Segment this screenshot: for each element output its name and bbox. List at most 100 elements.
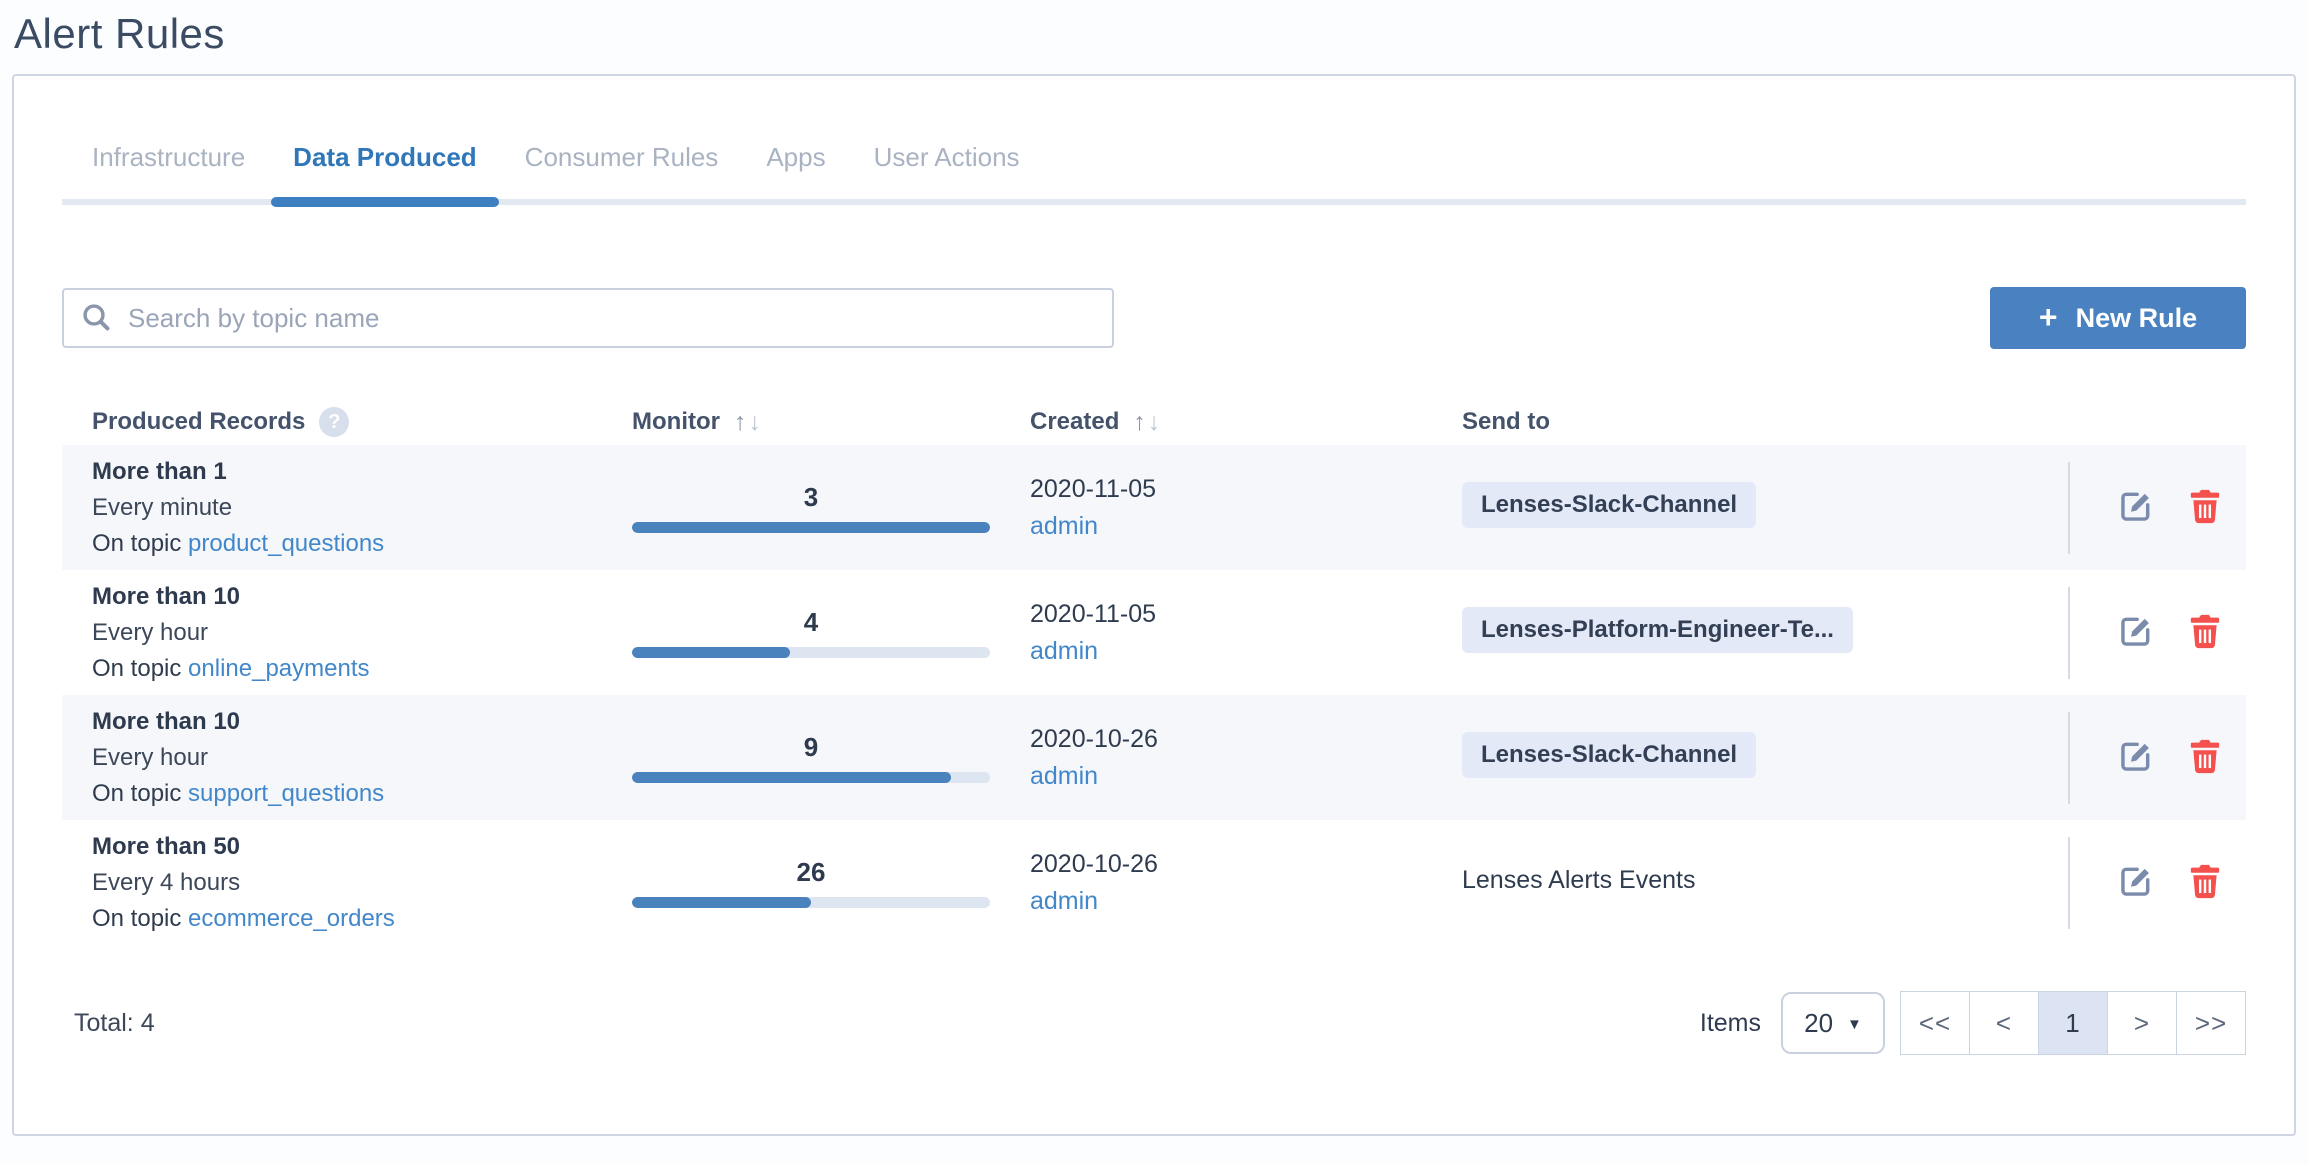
created-by-link[interactable]: admin (1030, 761, 1099, 790)
topic-link[interactable]: ecommerce_orders (188, 904, 395, 932)
delete-rule-button[interactable] (2188, 612, 2222, 653)
edit-icon (2118, 863, 2154, 902)
send-to-cell: Lenses-Platform-Engineer-Te... (1462, 607, 2017, 658)
pager: << < 1 > >> (1900, 991, 2246, 1055)
header-send-to-label: Send to (1462, 408, 1550, 435)
rule-condition: More than 1 (92, 457, 227, 485)
monitor-value: 3 (803, 482, 819, 512)
monitor-value: 9 (803, 732, 819, 762)
header-monitor[interactable]: Monitor ↑↓ (632, 408, 1030, 437)
table-body: More than 1 Every minute On topic produc… (62, 445, 2246, 945)
actions-cell (2017, 695, 2222, 820)
sort-icon[interactable]: ↑↓ (1133, 407, 1163, 436)
table-row: More than 10 Every hour On topic online_… (62, 570, 2246, 695)
rule-topic-line: On topic support_questions (92, 779, 385, 807)
edit-rule-button[interactable] (2118, 613, 2154, 652)
help-icon[interactable]: ? (319, 407, 350, 437)
tab-data-produced[interactable]: Data Produced (271, 142, 499, 207)
actions-cell (2017, 570, 2222, 695)
created-date: 2020-11-05 (1030, 474, 1157, 503)
rule-topic-line: On topic ecommerce_orders (92, 904, 395, 932)
rule-frequency: Every minute (92, 493, 233, 521)
actions-cell (2017, 820, 2222, 945)
send-to-value: Lenses-Slack-Channel (1462, 482, 1757, 528)
pagination-controls: Items 20 ▼ << < 1 > >> (1700, 991, 2246, 1055)
created-date: 2020-10-26 (1030, 849, 1158, 878)
created-by-link[interactable]: admin (1030, 886, 1099, 915)
page-size-select[interactable]: 20 ▼ (1781, 992, 1885, 1054)
prev-page-button[interactable]: < (1969, 991, 2039, 1055)
header-produced-records: Produced Records ? (92, 407, 632, 437)
next-page-button[interactable]: > (2107, 991, 2177, 1055)
pagination-bar: Total: 4 Items 20 ▼ << < 1 > >> (62, 991, 2246, 1055)
actions-divider (2068, 711, 2070, 804)
trash-icon (2188, 612, 2222, 653)
header-created-label: Created (1030, 408, 1120, 435)
new-rule-button[interactable]: + New Rule (1990, 287, 2246, 349)
page-title: Alert Rules (14, 10, 225, 57)
edit-icon (2118, 488, 2154, 527)
created-cell: 2020-10-26 admin (1030, 846, 1462, 920)
total-count: Total: 4 (74, 1008, 155, 1037)
tab-consumer-rules[interactable]: Consumer Rules (524, 142, 719, 172)
table-row: More than 10 Every hour On topic support… (62, 695, 2246, 820)
monitor-bar (632, 772, 990, 783)
edit-rule-button[interactable] (2118, 863, 2154, 902)
first-page-button[interactable]: << (1900, 991, 1970, 1055)
table-row: More than 50 Every 4 hours On topic ecom… (62, 820, 2246, 945)
page-number-button[interactable]: 1 (2038, 991, 2108, 1055)
new-rule-label: New Rule (2075, 302, 2198, 333)
delete-rule-button[interactable] (2188, 737, 2222, 778)
header-monitor-label: Monitor (632, 408, 720, 435)
search-icon (80, 301, 112, 338)
header-created[interactable]: Created ↑↓ (1030, 408, 1462, 437)
produced-records-cell: More than 10 Every hour On topic online_… (92, 579, 632, 687)
topic-link[interactable]: product_questions (188, 529, 385, 557)
page-size-value: 20 (1804, 1007, 1834, 1038)
created-cell: 2020-11-05 admin (1030, 596, 1462, 670)
monitor-bar-fill (632, 897, 811, 908)
monitor-value: 26 (796, 857, 826, 887)
actions-divider (2068, 461, 2070, 554)
monitor-cell: 9 (632, 732, 1030, 783)
chevron-down-icon: ▼ (1847, 1016, 1862, 1033)
edit-icon (2118, 613, 2154, 652)
toolbar: + New Rule (62, 287, 2246, 349)
produced-records-cell: More than 50 Every 4 hours On topic ecom… (92, 829, 632, 937)
sort-icon[interactable]: ↑↓ (733, 407, 763, 436)
trash-icon (2188, 487, 2222, 528)
tab-user-actions[interactable]: User Actions (873, 142, 1020, 172)
alert-rules-panel: Infrastructure Data Produced Consumer Ru… (12, 74, 2296, 1136)
actions-cell (2017, 445, 2222, 570)
created-cell: 2020-10-26 admin (1030, 721, 1462, 795)
created-by-link[interactable]: admin (1030, 511, 1099, 540)
monitor-bar-fill (632, 772, 951, 783)
rule-condition: More than 10 (92, 582, 241, 610)
delete-rule-button[interactable] (2188, 862, 2222, 903)
topic-link[interactable]: support_questions (188, 779, 385, 807)
search-input[interactable] (62, 288, 1114, 348)
created-by-link[interactable]: admin (1030, 636, 1099, 665)
monitor-bar-fill (632, 647, 790, 658)
monitor-cell: 26 (632, 857, 1030, 908)
monitor-bar-fill (632, 522, 990, 533)
monitor-bar (632, 522, 990, 533)
topic-link[interactable]: online_payments (188, 654, 370, 682)
search-box (62, 288, 1114, 348)
tab-infrastructure[interactable]: Infrastructure (92, 142, 246, 172)
send-to-cell: Lenses-Slack-Channel (1462, 482, 2017, 533)
rule-frequency: Every 4 hours (92, 868, 241, 896)
tab-bar: Infrastructure Data Produced Consumer Ru… (62, 142, 2246, 207)
tab-apps[interactable]: Apps (766, 142, 826, 172)
edit-rule-button[interactable] (2118, 738, 2154, 777)
last-page-button[interactable]: >> (2176, 991, 2246, 1055)
delete-rule-button[interactable] (2188, 487, 2222, 528)
rule-condition: More than 50 (92, 832, 241, 860)
actions-divider (2068, 836, 2070, 929)
rule-topic-line: On topic product_questions (92, 529, 385, 557)
monitor-cell: 4 (632, 607, 1030, 658)
edit-rule-button[interactable] (2118, 488, 2154, 527)
send-to-cell: Lenses Alerts Events (1462, 857, 2017, 909)
trash-icon (2188, 737, 2222, 778)
created-date: 2020-10-26 (1030, 724, 1158, 753)
